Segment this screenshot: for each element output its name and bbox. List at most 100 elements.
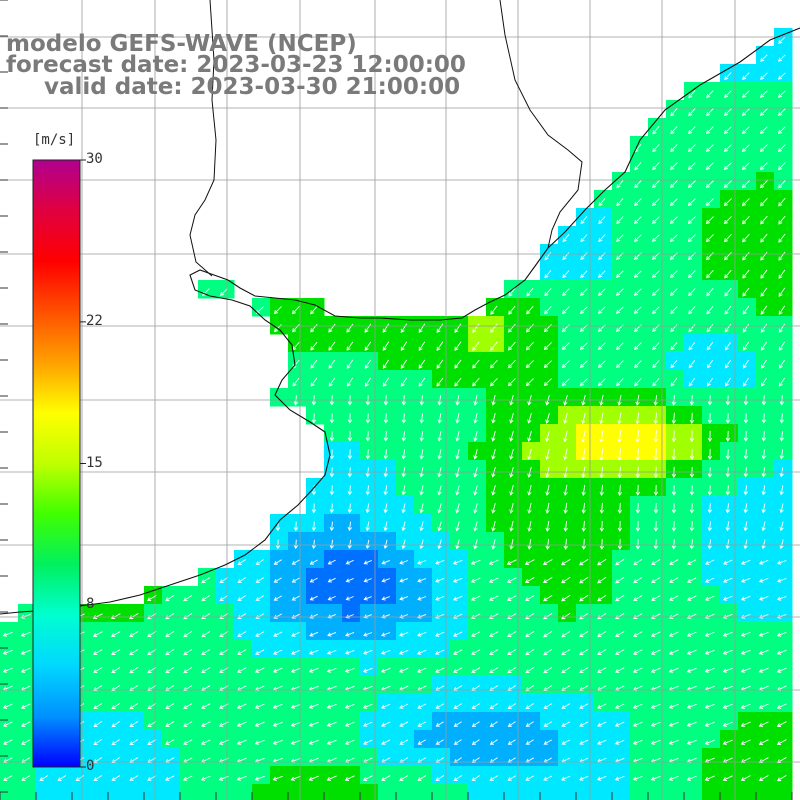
wind-arrow [598, 198, 606, 207]
wind-arrow [455, 413, 460, 424]
wind-arrow [363, 596, 372, 601]
wind-arrow [707, 539, 712, 550]
wind-cell [720, 298, 739, 317]
wind-arrow [616, 216, 624, 225]
wind-cell [756, 262, 775, 281]
wind-cell [450, 676, 469, 695]
wind-cell [738, 208, 757, 227]
wind-cell [702, 658, 721, 677]
wind-cell [630, 280, 649, 299]
wind-cell [558, 658, 577, 677]
wind-cell [288, 370, 307, 389]
wind-cell [486, 406, 505, 425]
wind-arrow [290, 667, 301, 673]
wind-cell [414, 730, 433, 749]
wind-cell [360, 622, 379, 641]
wind-arrow [254, 739, 265, 745]
wind-arrow [740, 559, 751, 565]
wind-arrow [237, 595, 247, 601]
wind-arrow [92, 613, 103, 619]
wind-arrow [561, 360, 570, 368]
wind-arrow [290, 739, 301, 745]
wind-cell [756, 226, 775, 245]
wind-cell [180, 640, 199, 659]
wind-cell [198, 694, 217, 713]
wind-cell [270, 568, 289, 587]
wind-cell [774, 622, 793, 641]
wind-cell [306, 730, 325, 749]
wind-arrow [776, 559, 787, 565]
wind-cell [540, 640, 559, 659]
wind-cell [252, 766, 271, 785]
wind-cell [594, 388, 613, 407]
wind-arrow [545, 430, 550, 443]
wind-arrow [129, 721, 139, 728]
wind-cell [450, 442, 469, 461]
wind-cell [486, 766, 505, 785]
wind-cell [144, 766, 163, 785]
wind-cell [216, 766, 235, 785]
wind-arrow [760, 359, 767, 369]
wind-arrow [93, 721, 103, 728]
wind-arrow [525, 648, 535, 656]
wind-arrow [437, 539, 442, 550]
wind-cell [666, 622, 685, 641]
wind-cell [612, 424, 631, 443]
wind-cell [396, 766, 415, 785]
wind-arrow [454, 323, 462, 334]
wind-cell [720, 100, 739, 119]
wind-arrow [668, 667, 679, 673]
wind-arrow [725, 539, 730, 550]
wind-cell [216, 784, 235, 800]
wind-cell [756, 676, 775, 695]
wind-cell [468, 568, 487, 587]
wind-cell [468, 352, 487, 371]
wind-arrow [687, 234, 696, 243]
wind-cell [342, 748, 361, 767]
wind-arrow [507, 703, 516, 709]
wind-arrow [579, 342, 588, 350]
wind-cell [486, 784, 505, 800]
wind-cell [702, 208, 721, 227]
wind-arrow [723, 234, 732, 243]
wind-cell [504, 622, 523, 641]
wind-cell [702, 568, 721, 587]
wind-cell [666, 226, 685, 245]
wind-arrow [650, 631, 661, 637]
wind-arrow [491, 521, 496, 532]
wind-arrow [689, 485, 695, 496]
wind-arrow [310, 359, 318, 369]
wind-cell [720, 190, 739, 209]
wind-arrow [651, 559, 661, 566]
wind-arrow [128, 613, 139, 619]
wind-arrow [21, 721, 31, 727]
wind-cell [774, 172, 793, 191]
wind-cell [648, 622, 667, 641]
wind-cell [180, 676, 199, 695]
wind-cell [720, 622, 739, 641]
wind-cell [576, 748, 595, 767]
wind-cell [252, 712, 271, 731]
wind-cell [594, 208, 613, 227]
wind-arrow [491, 539, 496, 550]
wind-arrow [470, 577, 481, 583]
wind-cell [756, 694, 775, 713]
wind-cell [576, 604, 595, 623]
wind-cell [396, 514, 415, 533]
wind-arrow [614, 739, 625, 745]
wind-arrow [310, 323, 318, 333]
wind-arrow [670, 306, 678, 315]
wind-cell [360, 496, 379, 515]
wind-cell [234, 658, 253, 677]
wind-cell [540, 406, 559, 425]
wind-arrow [383, 449, 388, 460]
wind-arrow [689, 521, 695, 532]
wind-cell [378, 622, 397, 641]
wind-cell [756, 712, 775, 731]
wind-cell [684, 442, 703, 461]
wind-cell [594, 478, 613, 497]
wind-cell [504, 352, 523, 371]
wind-arrow [326, 721, 337, 727]
wind-arrow [491, 431, 496, 442]
wind-arrow [779, 503, 784, 514]
